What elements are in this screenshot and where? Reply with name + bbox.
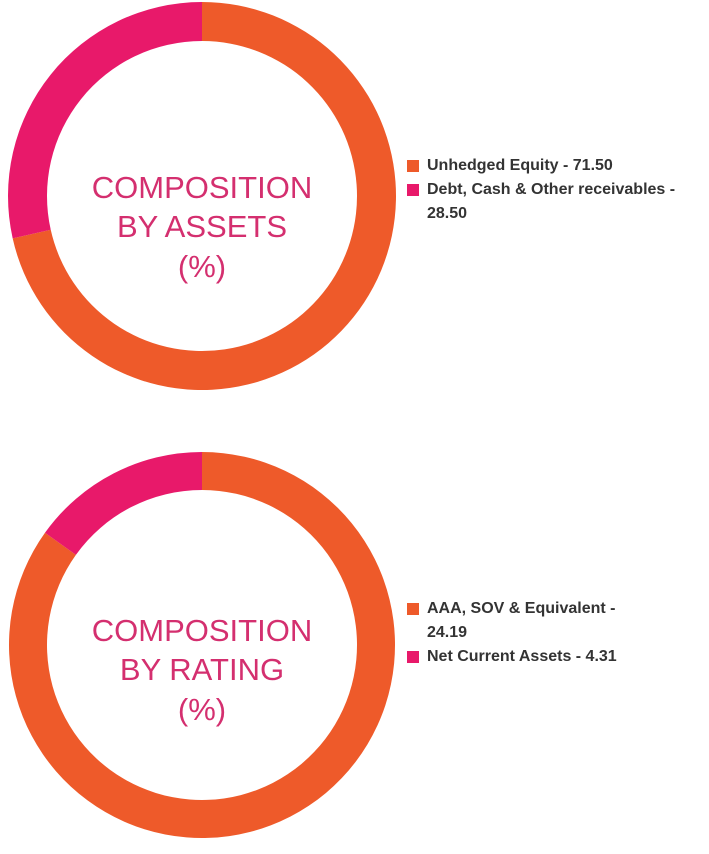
center-title: COMPOSITION bbox=[92, 613, 312, 648]
legend-swatch bbox=[407, 651, 419, 663]
legend-item: Net Current Assets - 4.31 bbox=[406, 645, 642, 669]
donut-slice bbox=[44, 452, 203, 555]
center-title: BY ASSETS bbox=[117, 209, 287, 244]
donut-slice bbox=[7, 2, 203, 239]
legend-swatch bbox=[407, 184, 419, 196]
legend-label: Unhedged Equity - 71.50 bbox=[427, 157, 613, 174]
center-title: (%) bbox=[178, 249, 226, 284]
legend-item: AAA, SOV & Equivalent - 24.19 bbox=[406, 597, 642, 645]
legend: Unhedged Equity - 71.50 Debt, Cash & Othe… bbox=[406, 154, 696, 226]
legend-label: AAA, SOV & Equivalent - 24.19 bbox=[427, 600, 616, 641]
center-title: (%) bbox=[178, 692, 226, 727]
legend-item: Unhedged Equity - 71.50 bbox=[406, 154, 696, 178]
legend-swatch bbox=[407, 603, 419, 615]
legend-item: Debt, Cash & Other receivables - 28.50 bbox=[406, 178, 696, 226]
legend-label: Net Current Assets - 4.31 bbox=[427, 648, 617, 665]
center-title: COMPOSITION bbox=[92, 170, 312, 205]
legend-label: Debt, Cash & Other receivables - 28.50 bbox=[427, 181, 676, 222]
legend-swatch bbox=[407, 160, 419, 172]
center-title: BY RATING bbox=[120, 652, 284, 687]
legend: AAA, SOV & Equivalent - 24.19 Net Current… bbox=[406, 597, 642, 669]
